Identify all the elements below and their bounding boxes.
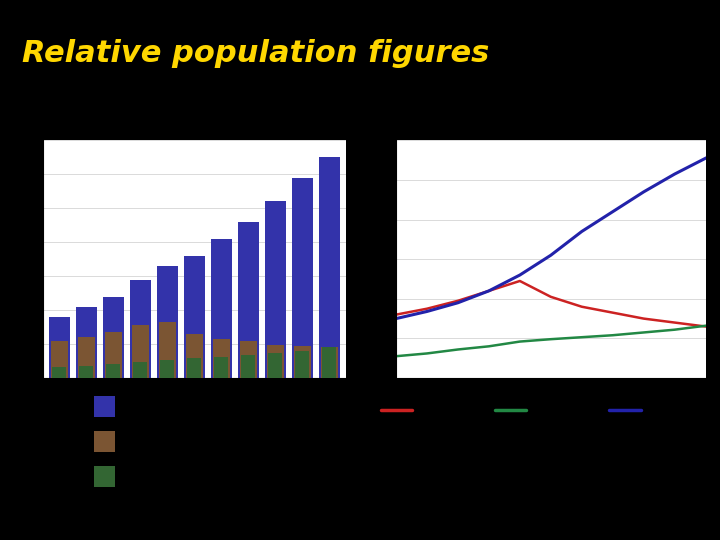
Text: Ireland: Ireland	[419, 406, 456, 415]
Bar	[184, 256, 205, 378]
Title: Population of UK (m): Population of UK (m)	[141, 127, 248, 137]
Bar	[292, 178, 313, 378]
Bar	[319, 157, 340, 378]
Bar	[133, 362, 148, 378]
Bar	[211, 239, 232, 378]
Text: Relative population figures: Relative population figures	[22, 39, 489, 68]
Bar	[157, 266, 178, 378]
Bar	[53, 367, 66, 378]
Bar	[161, 360, 174, 378]
Bar	[215, 357, 228, 378]
Bar	[94, 396, 115, 417]
Bar	[186, 334, 203, 378]
Bar	[78, 338, 95, 378]
Bar	[241, 355, 256, 378]
Bar	[238, 222, 259, 378]
Title: Population per sq. mile: Population per sq. mile	[491, 127, 611, 137]
Bar	[266, 345, 284, 378]
Bar	[76, 307, 97, 378]
Bar	[132, 325, 149, 378]
Bar	[295, 351, 310, 378]
Bar	[107, 364, 120, 378]
Bar	[265, 201, 286, 378]
Text: Eng/Wales: Eng/Wales	[647, 406, 701, 415]
Bar	[158, 322, 176, 378]
Bar	[320, 347, 338, 378]
Text: Scotland: Scotland	[122, 471, 168, 482]
Bar	[323, 347, 336, 378]
Bar	[269, 353, 282, 378]
Bar	[103, 296, 124, 378]
Bar	[50, 341, 68, 378]
Bar	[187, 357, 202, 378]
Bar	[240, 341, 257, 378]
Text: England and Wales: England and Wales	[122, 401, 222, 411]
Bar	[79, 366, 94, 378]
Text: Scotland: Scotland	[534, 406, 579, 415]
Bar	[94, 431, 115, 452]
Bar	[94, 466, 115, 487]
Bar	[130, 280, 151, 378]
Bar	[49, 317, 70, 378]
Bar	[104, 332, 122, 378]
Bar	[212, 339, 230, 378]
Text: Ireland: Ireland	[122, 436, 158, 447]
Bar	[294, 346, 311, 378]
